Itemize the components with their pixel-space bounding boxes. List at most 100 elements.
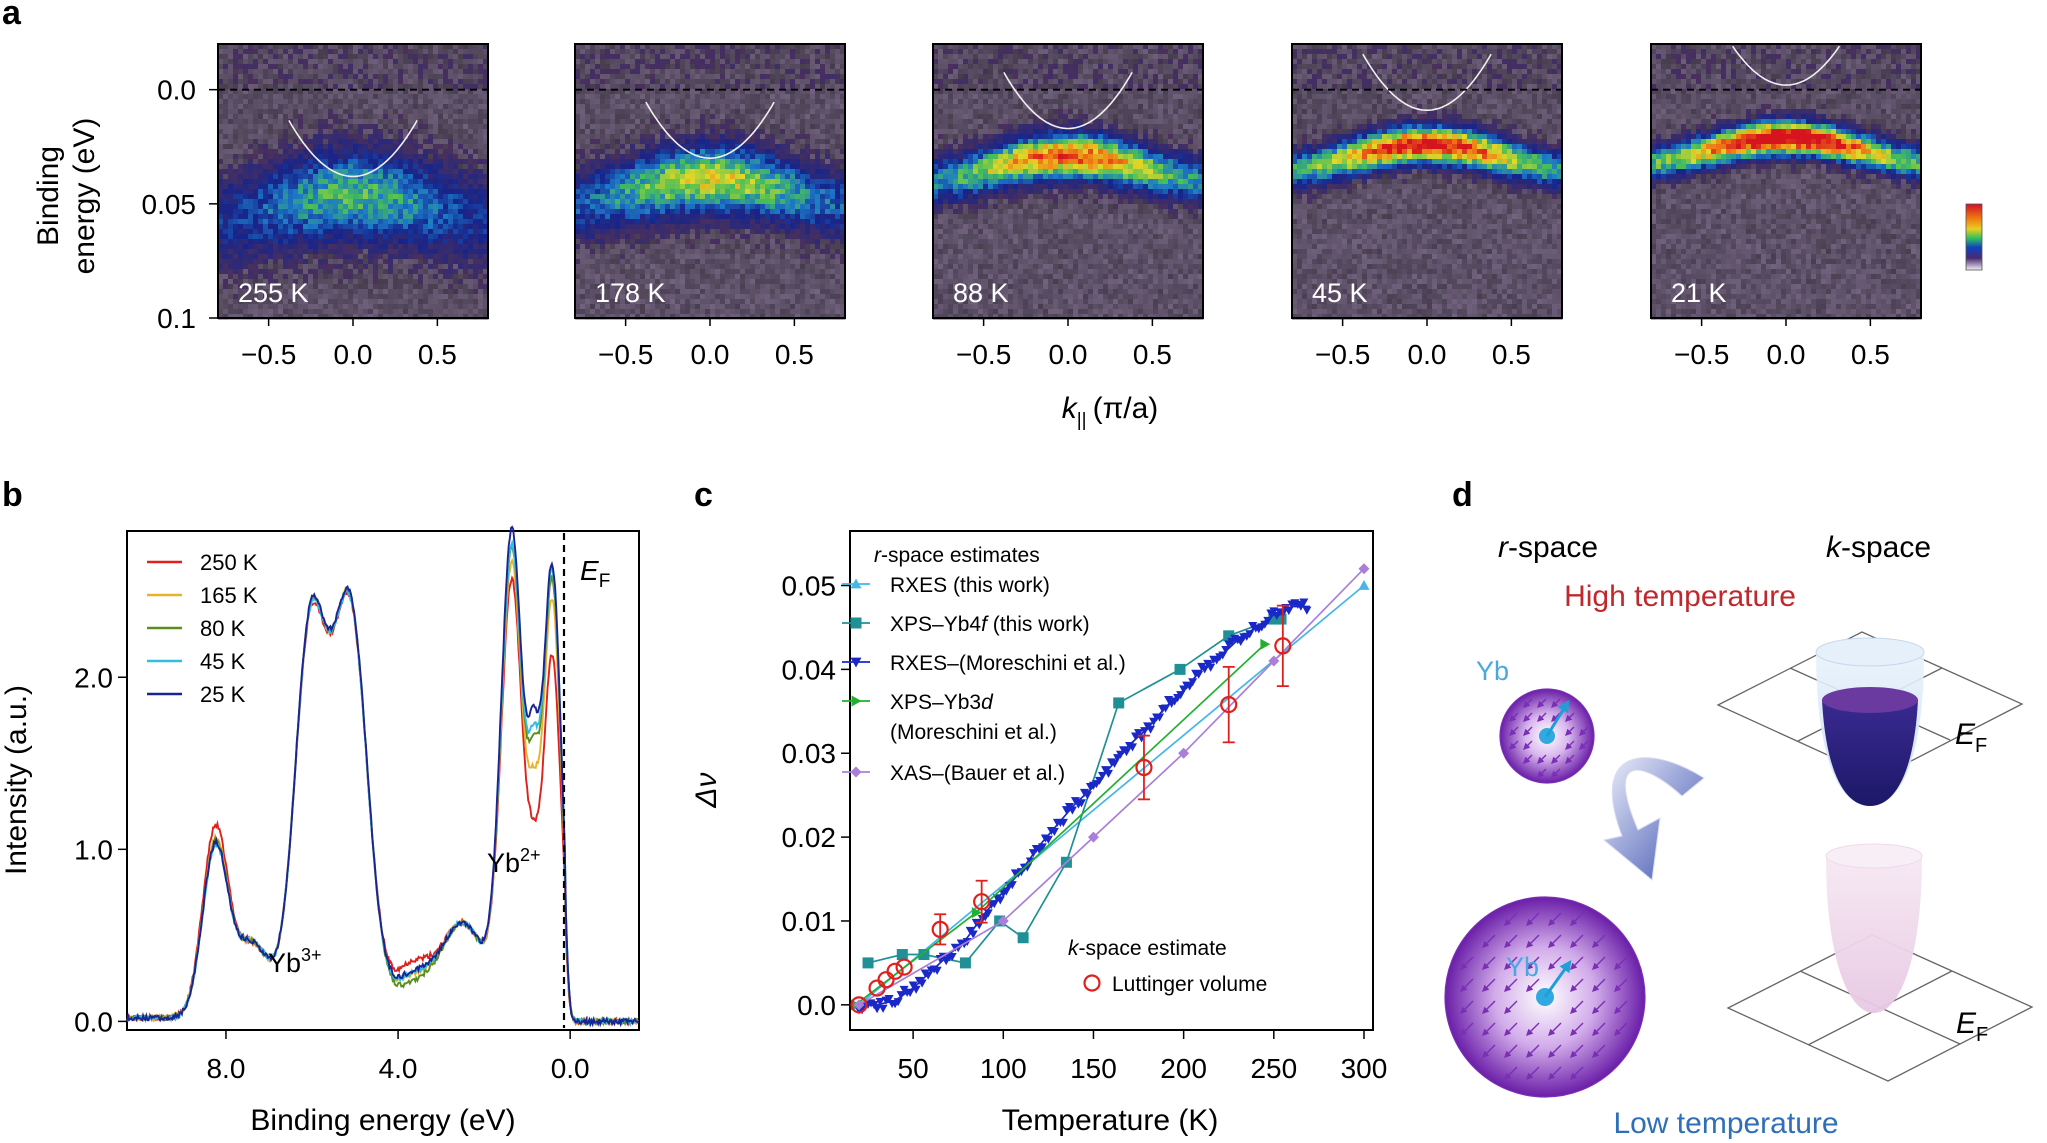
arpes-pixel bbox=[428, 289, 434, 295]
arpes-pixel bbox=[238, 219, 244, 225]
arpes-pixel bbox=[615, 124, 621, 130]
arpes-pixel bbox=[423, 219, 429, 225]
arpes-pixel bbox=[650, 214, 656, 220]
arpes-pixel bbox=[735, 234, 741, 240]
arpes-pixel bbox=[353, 49, 359, 55]
arpes-pixel bbox=[755, 119, 761, 125]
arpes-pixel bbox=[700, 149, 706, 155]
arpes-pixel bbox=[368, 249, 374, 255]
arpes-pixel bbox=[318, 139, 324, 145]
arpes-pixel bbox=[645, 259, 651, 265]
arpes-pixel bbox=[670, 114, 676, 120]
arpes-pixel bbox=[705, 179, 711, 185]
arpes-pixel bbox=[373, 134, 379, 140]
arpes-pixel bbox=[635, 99, 641, 105]
arpes-pixel bbox=[323, 119, 329, 125]
arpes-pixel bbox=[408, 304, 414, 310]
arpes-pixel bbox=[373, 254, 379, 260]
arpes-pixel bbox=[308, 114, 314, 120]
arpes-pixel bbox=[680, 214, 686, 220]
arpes-pixel bbox=[680, 179, 686, 185]
arpes-pixel bbox=[433, 244, 439, 250]
arpes-pixel bbox=[368, 114, 374, 120]
arpes-pixel bbox=[720, 244, 726, 250]
arpes-pixel bbox=[268, 124, 274, 130]
arpes-pixel bbox=[368, 204, 374, 210]
arpes-pixel bbox=[303, 104, 309, 110]
arpes-pixel bbox=[273, 199, 279, 205]
arpes-pixel bbox=[388, 279, 394, 285]
arpes-pixel bbox=[750, 299, 756, 305]
arpes-pixel bbox=[348, 59, 354, 65]
arpes-pixel bbox=[680, 184, 686, 190]
arpes-pixel bbox=[665, 169, 671, 175]
arpes-pixel bbox=[590, 229, 596, 235]
arpes-pixel bbox=[223, 184, 229, 190]
arpes-pixel bbox=[725, 149, 731, 155]
arpes-pixel bbox=[293, 269, 299, 275]
arpes-pixel bbox=[585, 274, 591, 280]
arpes-pixel bbox=[388, 94, 394, 100]
arpes-pixel bbox=[655, 294, 661, 300]
arpes-pixel bbox=[438, 54, 444, 60]
arpes-pixel bbox=[685, 244, 691, 250]
arpes-pixel bbox=[408, 224, 414, 230]
arpes-pixel bbox=[323, 179, 329, 185]
arpes-pixel bbox=[635, 304, 641, 310]
arpes-pixel bbox=[700, 64, 706, 70]
arpes-pixel bbox=[303, 234, 309, 240]
arpes-pixel bbox=[223, 309, 229, 315]
arpes-pixel bbox=[665, 199, 671, 205]
arpes-pixel bbox=[580, 159, 586, 165]
arpes-pixel bbox=[720, 179, 726, 185]
arpes-pixel bbox=[423, 259, 429, 265]
arpes-pixel bbox=[730, 314, 736, 320]
arpes-pixel bbox=[685, 219, 691, 225]
arpes-pixel bbox=[218, 194, 224, 200]
arpes-pixel bbox=[303, 244, 309, 250]
arpes-pixel bbox=[670, 274, 676, 280]
arpes-pixel bbox=[615, 244, 621, 250]
arpes-pixel bbox=[725, 129, 731, 135]
arpes-pixel bbox=[243, 124, 249, 130]
arpes-pixel bbox=[368, 54, 374, 60]
arpes-pixel bbox=[258, 159, 264, 165]
arpes-pixel bbox=[478, 174, 484, 180]
arpes-pixel bbox=[463, 199, 469, 205]
arpes-pixel bbox=[680, 154, 686, 160]
arpes-pixel bbox=[700, 314, 706, 320]
arpes-pixel bbox=[458, 64, 464, 70]
arpes-pixel bbox=[630, 189, 636, 195]
arpes-pixel bbox=[308, 249, 314, 255]
arpes-pixel bbox=[233, 129, 239, 135]
arpes-pixel bbox=[248, 194, 254, 200]
arpes-pixel bbox=[438, 234, 444, 240]
arpes-pixel bbox=[338, 249, 344, 255]
arpes-pixel bbox=[448, 89, 454, 95]
arpes-pixel bbox=[463, 64, 469, 70]
arpes-pixel bbox=[233, 99, 239, 105]
arpes-pixel bbox=[635, 299, 641, 305]
arpes-pixel bbox=[403, 204, 409, 210]
arpes-pixel bbox=[343, 134, 349, 140]
arpes-pixel bbox=[338, 89, 344, 95]
arpes-pixel bbox=[333, 144, 339, 150]
arpes-pixel bbox=[720, 94, 726, 100]
arpes-pixel bbox=[720, 159, 726, 165]
arpes-pixel bbox=[600, 259, 606, 265]
arpes-pixel bbox=[700, 294, 706, 300]
arpes-pixel bbox=[408, 119, 414, 125]
arpes-pixel bbox=[243, 169, 249, 175]
arpes-pixel bbox=[575, 54, 581, 60]
arpes-pixel bbox=[323, 204, 329, 210]
arpes-pixel bbox=[258, 194, 264, 200]
arpes-pixel bbox=[720, 289, 726, 295]
arpes-pixel bbox=[750, 109, 756, 115]
arpes-pixel bbox=[715, 294, 721, 300]
arpes-pixel bbox=[428, 74, 434, 80]
arpes-pixel bbox=[313, 49, 319, 55]
arpes-pixel bbox=[625, 269, 631, 275]
arpes-pixel bbox=[278, 264, 284, 270]
arpes-pixel bbox=[690, 79, 696, 85]
arpes-pixel bbox=[463, 84, 469, 90]
